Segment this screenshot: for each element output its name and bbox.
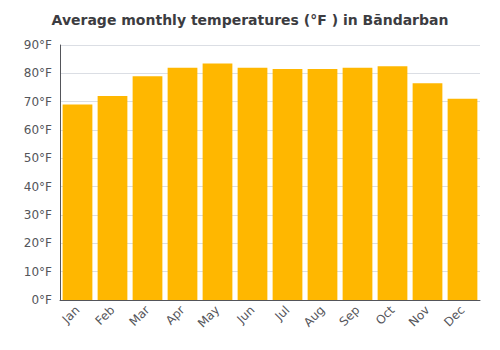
svg-text:Jun: Jun [234, 303, 258, 327]
svg-text:Oct: Oct [373, 303, 398, 328]
svg-text:Mar: Mar [127, 303, 153, 329]
svg-text:Sep: Sep [337, 303, 363, 329]
svg-text:Apr: Apr [163, 303, 188, 328]
svg-text:20°F: 20°F [24, 236, 52, 250]
svg-text:Average monthly temperatures (: Average monthly temperatures (°F ) in Bā… [52, 12, 449, 28]
svg-text:Nov: Nov [406, 303, 432, 329]
svg-text:80°F: 80°F [24, 66, 52, 80]
svg-text:May: May [195, 303, 222, 330]
svg-text:70°F: 70°F [24, 95, 52, 109]
svg-text:30°F: 30°F [24, 208, 52, 222]
svg-text:50°F: 50°F [24, 151, 52, 165]
svg-text:Aug: Aug [301, 303, 327, 329]
svg-text:Feb: Feb [93, 303, 118, 328]
svg-text:90°F: 90°F [24, 38, 52, 52]
svg-text:40°F: 40°F [24, 180, 52, 194]
svg-text:60°F: 60°F [24, 123, 52, 137]
svg-text:Jul: Jul [272, 303, 293, 324]
svg-text:Jan: Jan [59, 303, 83, 327]
svg-text:10°F: 10°F [24, 265, 52, 279]
svg-text:0°F: 0°F [31, 293, 52, 307]
svg-text:Dec: Dec [441, 303, 467, 329]
